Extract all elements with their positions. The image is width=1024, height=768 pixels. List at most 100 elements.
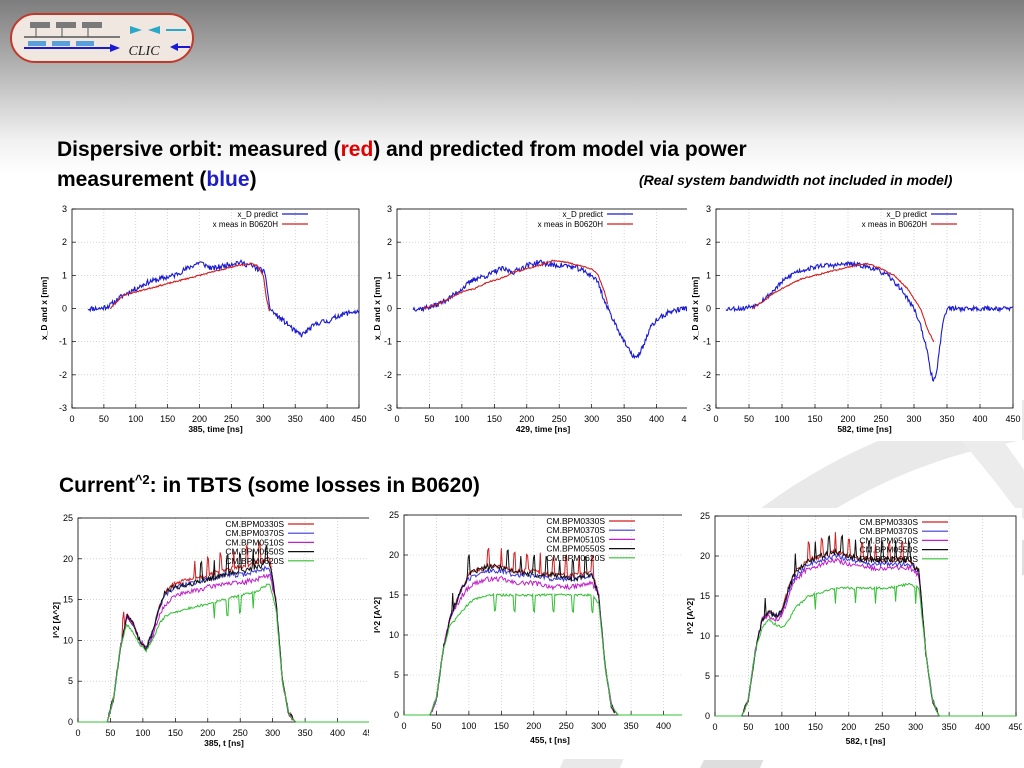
dispersive-orbit-title-line2: measurement (blue) [57, 168, 257, 191]
y-tick-label: -1 [384, 337, 392, 347]
y-tick-label: -2 [384, 370, 392, 380]
series-line-x-d-predict [412, 259, 690, 360]
y-tick-label: 25 [700, 511, 710, 521]
y-tick-label: 2 [387, 237, 392, 247]
y-tick-label: 0 [706, 304, 711, 314]
x-tick-label: 250 [873, 414, 888, 424]
x-tick-label: 250 [552, 414, 567, 424]
x-tick-label: 350 [939, 414, 954, 424]
y-tick-label: 3 [387, 204, 392, 214]
series-line-x-meas-in-b0620h [109, 262, 271, 312]
legend-label: CM.BPM0330S [225, 519, 284, 529]
bandwidth-note: (Real system bandwidth not included in m… [639, 172, 953, 188]
x-tick-label: 400 [330, 728, 345, 738]
x-tick-label: 450 [1008, 722, 1022, 732]
y-tick-label: 5 [68, 676, 73, 686]
legend-label: CM.BPM0370S [859, 526, 918, 536]
x-tick-label: 200 [200, 728, 215, 738]
x-tick-label: 350 [942, 722, 957, 732]
series-line-cm-bpm0510s [78, 573, 370, 723]
y-tick-label: 25 [63, 513, 73, 523]
x-tick-label: 150 [808, 722, 823, 732]
series-line-cm-bpm0620s [715, 582, 1016, 717]
legend-label: CM.BPM0510S [225, 537, 284, 547]
x-tick-label: 250 [559, 721, 574, 731]
y-tick-label: 2 [706, 237, 711, 247]
x-tick-label: 300 [256, 414, 271, 424]
x-tick-label: 100 [454, 414, 469, 424]
x-tick-label: 50 [99, 414, 109, 424]
y-tick-label: 15 [700, 591, 710, 601]
x-tick-label: 100 [135, 728, 150, 738]
current-chart-455: 0501001502002503003504004500510152025455… [369, 507, 705, 759]
x-tick-label: 250 [875, 722, 890, 732]
y-tick-label: 2 [62, 237, 67, 247]
series-line-cm-bpm0510s [404, 575, 696, 716]
series-line-x-d-predict [725, 260, 1013, 382]
y-tick-label: 0 [387, 304, 392, 314]
x-axis-label: 429, time [ns] [516, 424, 570, 434]
y-tick-label: -3 [384, 403, 392, 413]
y-axis-label: x_D and x [mm] [690, 277, 700, 340]
legend-label: x_D predict [887, 210, 928, 219]
x-axis-label: 385, time [ns] [188, 424, 242, 434]
series-line-x-meas-in-b0620h [422, 259, 609, 310]
x-tick-label: 0 [69, 414, 74, 424]
y-tick-label: 0 [68, 717, 73, 727]
y-tick-label: 5 [394, 670, 399, 680]
x-axis-label: 582, t [ns] [846, 736, 886, 746]
y-tick-label: 25 [389, 510, 399, 520]
clic-logo: CLIC [10, 13, 194, 63]
legend-label: CM.BPM0330S [546, 516, 605, 526]
x-tick-label: 400 [972, 414, 987, 424]
x-tick-label: 450 [351, 414, 366, 424]
x-tick-label: 150 [168, 728, 183, 738]
x-tick-label: 250 [224, 414, 239, 424]
series-line-cm-bpm0510s [715, 557, 1016, 717]
x-tick-label: 150 [487, 414, 502, 424]
series-line-cm-bpm0620s [404, 592, 696, 716]
y-axis-label: I^2 [A^2] [372, 597, 382, 633]
x-tick-label: 400 [656, 721, 671, 731]
legend-label: x meas in B0620H [538, 220, 604, 229]
y-tick-label: -3 [703, 403, 711, 413]
y-tick-label: -3 [59, 403, 67, 413]
legend-label: x meas in B0620H [213, 220, 279, 229]
x-tick-label: 300 [265, 728, 280, 738]
legend-label: CM.BPM0620S [546, 553, 605, 563]
y-axis-label: x_D and x [mm] [372, 277, 382, 340]
red-keyword: red [340, 138, 374, 161]
x-tick-label: 200 [526, 721, 541, 731]
plot-frame [77, 517, 371, 723]
y-tick-label: 0 [394, 710, 399, 720]
x-tick-label: 0 [401, 721, 406, 731]
y-tick-label: 1 [62, 270, 67, 280]
blue-keyword: blue [206, 168, 250, 191]
legend-label: CM.BPM0370S [225, 528, 284, 538]
x-tick-label: 50 [431, 721, 441, 731]
series-line-cm-bpm0370s [404, 566, 696, 716]
x-tick-label: 100 [461, 721, 476, 731]
legend-label: CM.BPM0550S [859, 545, 918, 555]
x-tick-label: 50 [744, 414, 754, 424]
dispersive-orbit-title-line1: Dispersive orbit: measured (red) and pre… [57, 138, 747, 161]
legend-label: CM.BPM0550S [546, 544, 605, 554]
x-tick-label: 400 [975, 722, 990, 732]
legend-label: CM.BPM0330S [859, 517, 918, 527]
x-tick-label: 50 [424, 414, 434, 424]
x-axis-label: 582, time [ns] [837, 424, 891, 434]
y-tick-label: 20 [63, 554, 73, 564]
x-tick-label: 0 [394, 414, 399, 424]
y-tick-label: -2 [59, 370, 67, 380]
y-axis-label: I^2 [A^2] [685, 598, 695, 634]
legend-label: CM.BPM0370S [546, 525, 605, 535]
x-tick-label: 200 [519, 414, 534, 424]
y-tick-label: 20 [389, 550, 399, 560]
y-tick-label: 3 [706, 204, 711, 214]
x-tick-label: 350 [617, 414, 632, 424]
plot-frame [714, 515, 1017, 717]
y-axis-label: I^2 [A^2] [51, 602, 61, 638]
legend-label: CM.BPM0550S [225, 547, 284, 557]
x-tick-label: 0 [75, 728, 80, 738]
x-tick-label: 350 [298, 728, 313, 738]
